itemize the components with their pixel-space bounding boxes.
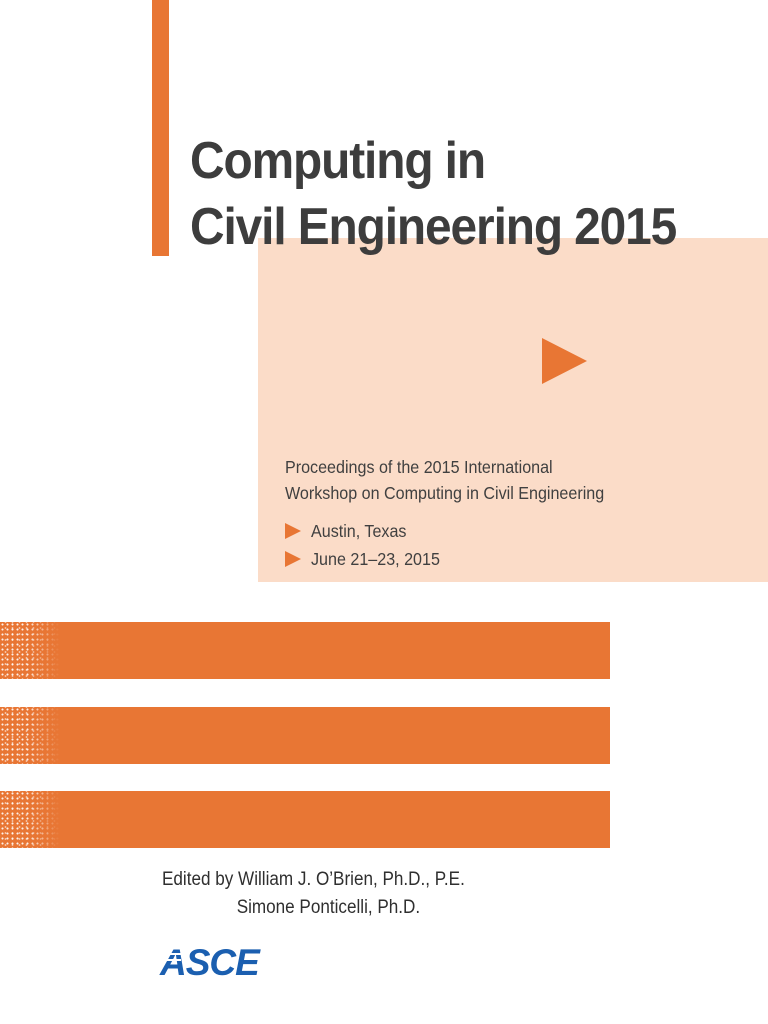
stripe-texture xyxy=(0,622,60,679)
title-line-1: Computing in xyxy=(190,132,486,190)
title-line-2: Civil Engineering 2015 xyxy=(190,198,677,256)
bullet-arrow-icon xyxy=(285,523,301,539)
info-panel xyxy=(258,238,768,582)
book-title: Computing in Civil Engineering 2015 xyxy=(190,128,677,260)
stripe-texture xyxy=(0,791,60,848)
stripe-texture xyxy=(0,707,60,764)
stripe-bar-2 xyxy=(0,707,610,764)
stripe-bar-1 xyxy=(0,622,610,679)
proceedings-line-2: Workshop on Computing in Civil Engineeri… xyxy=(285,483,605,503)
play-arrow-icon xyxy=(542,338,587,384)
proceedings-text: Proceedings of the 2015 International Wo… xyxy=(285,454,604,506)
location-row: Austin, Texas xyxy=(285,520,415,542)
stripe-bar-3 xyxy=(0,791,610,848)
editors: Edited by William J. O’Brien, Ph.D., P.E… xyxy=(162,866,465,922)
date-row: June 21–23, 2015 xyxy=(285,548,451,570)
editor-line-2: Simone Ponticelli, Ph.D. xyxy=(236,897,421,918)
date-text: June 21–23, 2015 xyxy=(311,549,440,569)
bullet-arrow-icon xyxy=(285,551,301,567)
editor-line-1: Edited by William J. O’Brien, Ph.D., P.E… xyxy=(162,869,465,890)
vertical-accent-bar xyxy=(152,0,169,256)
proceedings-line-1: Proceedings of the 2015 International xyxy=(285,457,553,477)
location-text: Austin, Texas xyxy=(311,521,407,541)
asce-logo: ASCE xyxy=(159,942,262,982)
asce-logo-text: ASCE xyxy=(159,942,261,982)
